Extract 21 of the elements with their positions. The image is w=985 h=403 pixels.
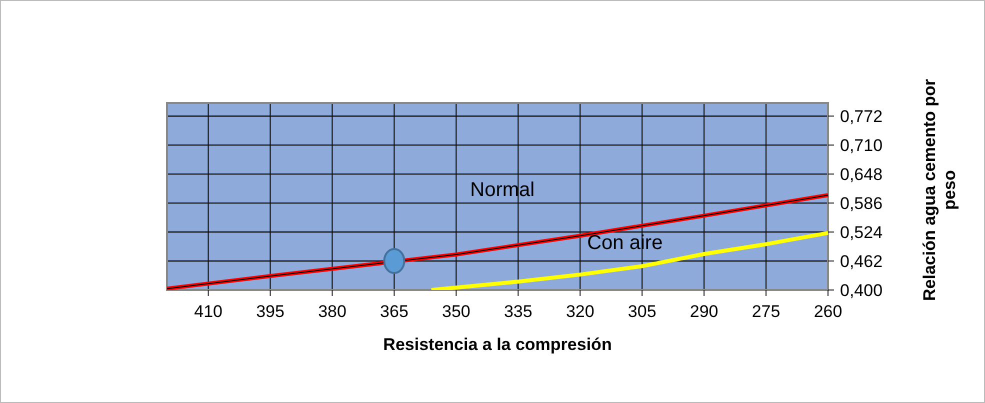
y-axis-title: Relación agua cemento por peso [920, 78, 959, 301]
x-tick-label: 350 [442, 302, 470, 321]
y-tick-label: 0,586 [840, 194, 883, 214]
x-tick-label: 290 [690, 302, 718, 321]
y-tick-label: 0,400 [840, 281, 883, 300]
x-tick-label: 320 [566, 302, 594, 321]
line-series [429, 230, 830, 290]
y-tick-label: 0,524 [840, 223, 883, 242]
y-tick-label: 0,772 [840, 107, 883, 126]
x-tick-label: 275 [752, 302, 780, 321]
x-tick-label: 260 [814, 302, 842, 321]
x-tick-label: 395 [256, 302, 284, 321]
x-tick-label: 365 [380, 302, 408, 321]
x-tick-label: 380 [318, 302, 346, 321]
y-tick-label: 0,710 [840, 136, 883, 156]
x-tick-label: 410 [194, 302, 222, 321]
y-tick-label: 0,462 [840, 252, 883, 272]
x-tick-label: 335 [504, 302, 532, 321]
x-axis-title: Resistencia a la compresión [383, 335, 612, 354]
x-tick-label: 305 [628, 302, 656, 321]
y-tick-label: 0,648 [840, 165, 883, 184]
